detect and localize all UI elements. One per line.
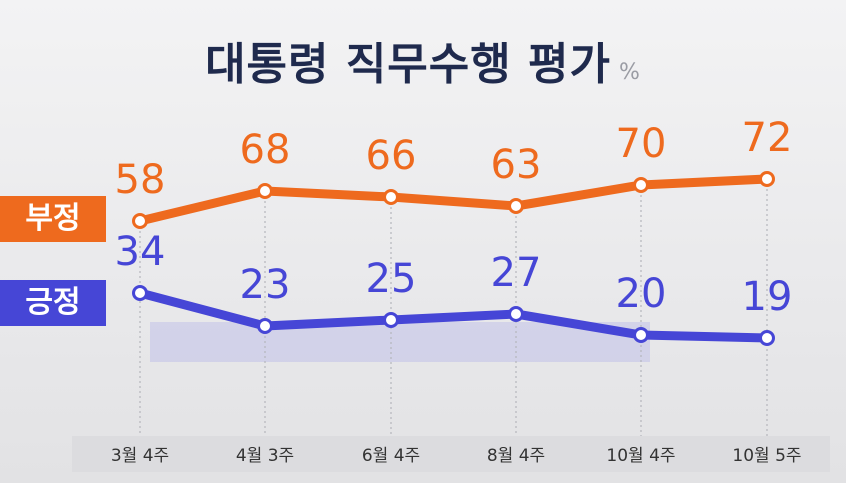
data-label: 34 (115, 229, 166, 275)
data-point (759, 330, 775, 346)
series-line-positive (135, 288, 772, 343)
unit-label: % (619, 60, 641, 85)
series-line-negative (135, 174, 772, 226)
x-tick-label: 10월 5주 (732, 446, 801, 466)
data-label: 25 (366, 256, 417, 302)
data-label: 63 (491, 142, 542, 188)
data-point (383, 189, 399, 205)
x-tick-label: 6월 4주 (362, 446, 420, 466)
data-point (257, 183, 273, 199)
data-point (132, 213, 148, 229)
data-point (633, 177, 649, 193)
data-point (759, 171, 775, 187)
data-label: 27 (491, 250, 542, 296)
data-label: 70 (616, 121, 667, 167)
x-tick-label: 10월 4주 (606, 446, 675, 466)
x-axis-bar (72, 436, 830, 472)
x-tick-label: 4월 3주 (236, 446, 294, 466)
legend-positive: 긍정 (0, 280, 106, 326)
data-label: 72 (742, 115, 793, 161)
data-label: 58 (115, 157, 166, 203)
data-point (257, 318, 273, 334)
data-label: 19 (742, 274, 793, 320)
data-point (508, 306, 524, 322)
data-point (633, 327, 649, 343)
chart-title-text: 대통령 직무수행 평가 (205, 39, 612, 90)
x-tick-label: 8월 4주 (487, 446, 545, 466)
x-tick-label: 3월 4주 (111, 446, 169, 466)
data-label: 68 (240, 127, 291, 173)
data-point (383, 312, 399, 328)
data-point (508, 198, 524, 214)
legend-negative: 부정 (0, 196, 106, 242)
data-label: 20 (616, 271, 667, 317)
highlight-band (150, 322, 650, 362)
data-label: 66 (366, 133, 417, 179)
data-point (132, 285, 148, 301)
chart-title: 대통령 직무수행 평가% (0, 28, 846, 92)
data-label: 23 (240, 262, 291, 308)
